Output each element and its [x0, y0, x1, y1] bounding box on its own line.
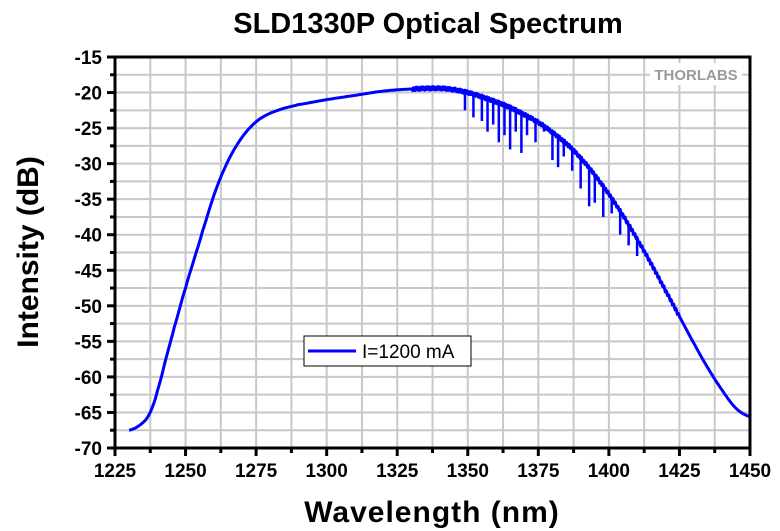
x-tick-label: 1400: [588, 461, 630, 482]
watermark-logo: THORLABS: [650, 63, 742, 85]
y-tick-label: -20: [75, 84, 102, 105]
y-tick-label: -15: [75, 48, 103, 69]
grid: [115, 57, 750, 448]
y-tick-label: -60: [75, 368, 102, 389]
x-axis-label: Wavelength (nm): [304, 496, 560, 529]
svg-text:THORLABS: THORLABS: [654, 67, 737, 84]
y-tick-label: -30: [75, 155, 102, 176]
x-tick-label: 1250: [164, 461, 206, 482]
x-tick-label: 1425: [658, 461, 701, 482]
ticks: [107, 55, 752, 456]
y-tick-label: -40: [75, 226, 102, 247]
y-tick-label: -25: [75, 119, 103, 140]
y-tick-label: -65: [75, 403, 103, 424]
x-tick-label: 1375: [517, 461, 560, 482]
y-tick-labels: -15 -20 -25 -30 -35 -40 -45 -50 -55 -60 -65 -70: [75, 48, 103, 460]
y-tick-label: -45: [75, 261, 103, 282]
chart-title: SLD1330P Optical Spectrum: [233, 8, 623, 40]
x-tick-label: 1450: [729, 461, 771, 482]
legend: I=1200 mA: [303, 335, 472, 367]
x-tick-labels: 1225 1250 1275 1300 1325 1350 1375 1400 1425 1450: [94, 461, 771, 482]
legend-label: I=1200 mA: [362, 342, 455, 363]
x-tick-label: 1225: [94, 461, 137, 482]
y-tick-label: -70: [75, 439, 102, 460]
y-tick-label: -35: [75, 190, 103, 211]
x-tick-label: 1325: [376, 461, 419, 482]
y-axis-label: Intensity (dB): [12, 156, 45, 348]
series-line: [128, 85, 751, 432]
y-tick-label: -50: [75, 297, 102, 318]
series-group: [128, 85, 751, 432]
y-tick-label: -55: [75, 332, 103, 353]
x-tick-label: 1300: [306, 461, 348, 482]
x-tick-label: 1350: [447, 461, 489, 482]
x-tick-label: 1275: [235, 461, 278, 482]
